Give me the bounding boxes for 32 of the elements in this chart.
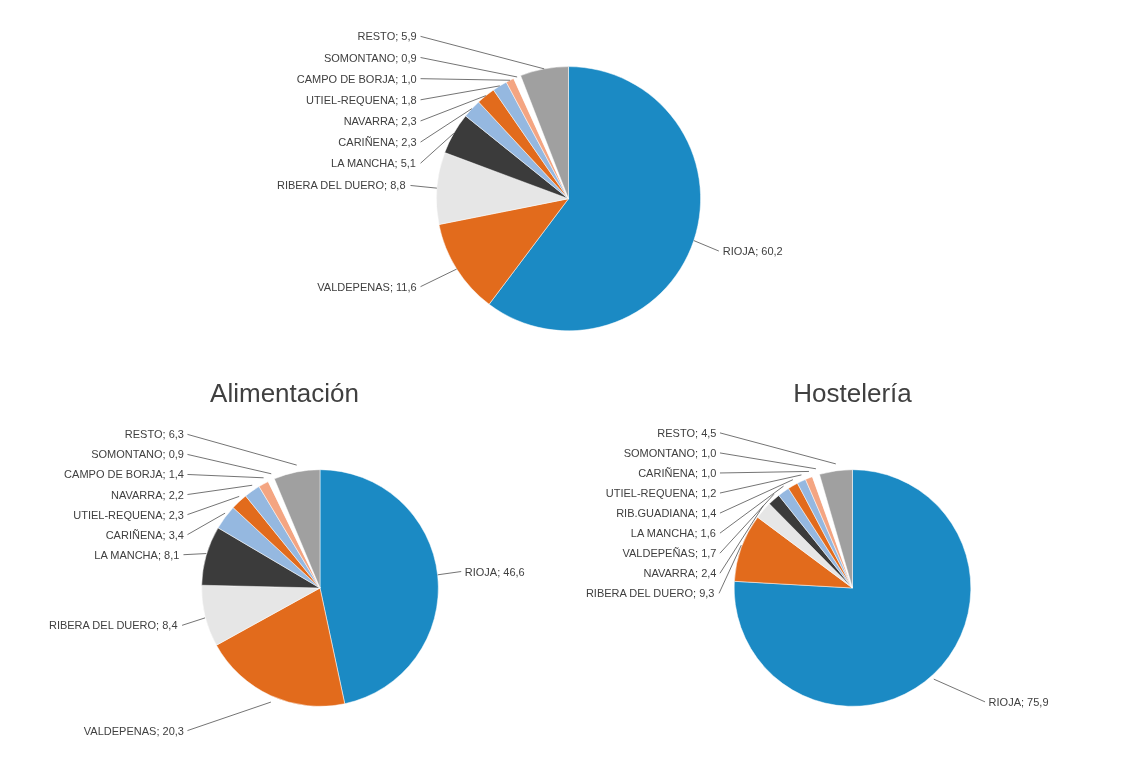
slice-label: RIOJA; 46,6 xyxy=(464,565,525,578)
slice-label: LA MANCHA; 8,1 xyxy=(94,548,180,561)
slice-label: RIBERA DEL DUERO; 8,8 xyxy=(276,179,406,192)
slice-label: CARIÑENA; 2,3 xyxy=(338,136,417,149)
slice-label: CARIÑENA; 1,0 xyxy=(638,466,717,479)
slice-label: LA MANCHA; 1,6 xyxy=(630,527,716,540)
slice-label: SOMONTANO; 0,9 xyxy=(91,448,184,461)
slice-label: SOMONTANO; 1,0 xyxy=(623,446,717,459)
slice-label: RIBERA DEL DUERO; 9,3 xyxy=(585,587,715,600)
chart-title: Hostelería xyxy=(793,377,913,408)
slice-label: RIB.GUADIANA; 1,4 xyxy=(616,507,717,520)
slice-label: CARIÑENA; 3,4 xyxy=(105,528,184,541)
chart-title: Alimentación xyxy=(210,377,359,408)
slice-label: NAVARRA; 2,2 xyxy=(110,488,184,501)
slice-label: RIOJA; 60,2 xyxy=(722,245,783,258)
slice-label: RESTO; 5,9 xyxy=(357,30,417,43)
slice-label: VALDEPENAS; 20,3 xyxy=(83,724,184,737)
slice-label: LA MANCHA; 5,1 xyxy=(331,157,416,170)
slice-label: VALDEPENAS; 11,6 xyxy=(317,280,417,293)
slice-label: NAVARRA; 2,3 xyxy=(343,114,417,127)
slice-label: UTIEL-REQUENA; 1,2 xyxy=(605,487,717,500)
slice-label: RIOJA; 75,9 xyxy=(988,695,1049,708)
slice-label: RESTO; 4,5 xyxy=(657,426,717,439)
slice-label: UTIEL-REQUENA; 2,3 xyxy=(73,508,184,521)
slice-label: UTIEL-REQUENA; 1,8 xyxy=(305,93,417,106)
slice-label: SOMONTANO; 0,9 xyxy=(323,51,417,64)
slice-label: CAMPO DE BORJA; 1,0 xyxy=(296,72,417,85)
slice-label: NAVARRA; 2,4 xyxy=(643,567,717,580)
slice-label: RIBERA DEL DUERO; 8,4 xyxy=(48,619,178,632)
slice-label: RESTO; 6,3 xyxy=(124,428,184,441)
slice-label: VALDEPEÑAS; 1,7 xyxy=(622,547,717,560)
slice-label: CAMPO DE BORJA; 1,4 xyxy=(64,468,184,481)
